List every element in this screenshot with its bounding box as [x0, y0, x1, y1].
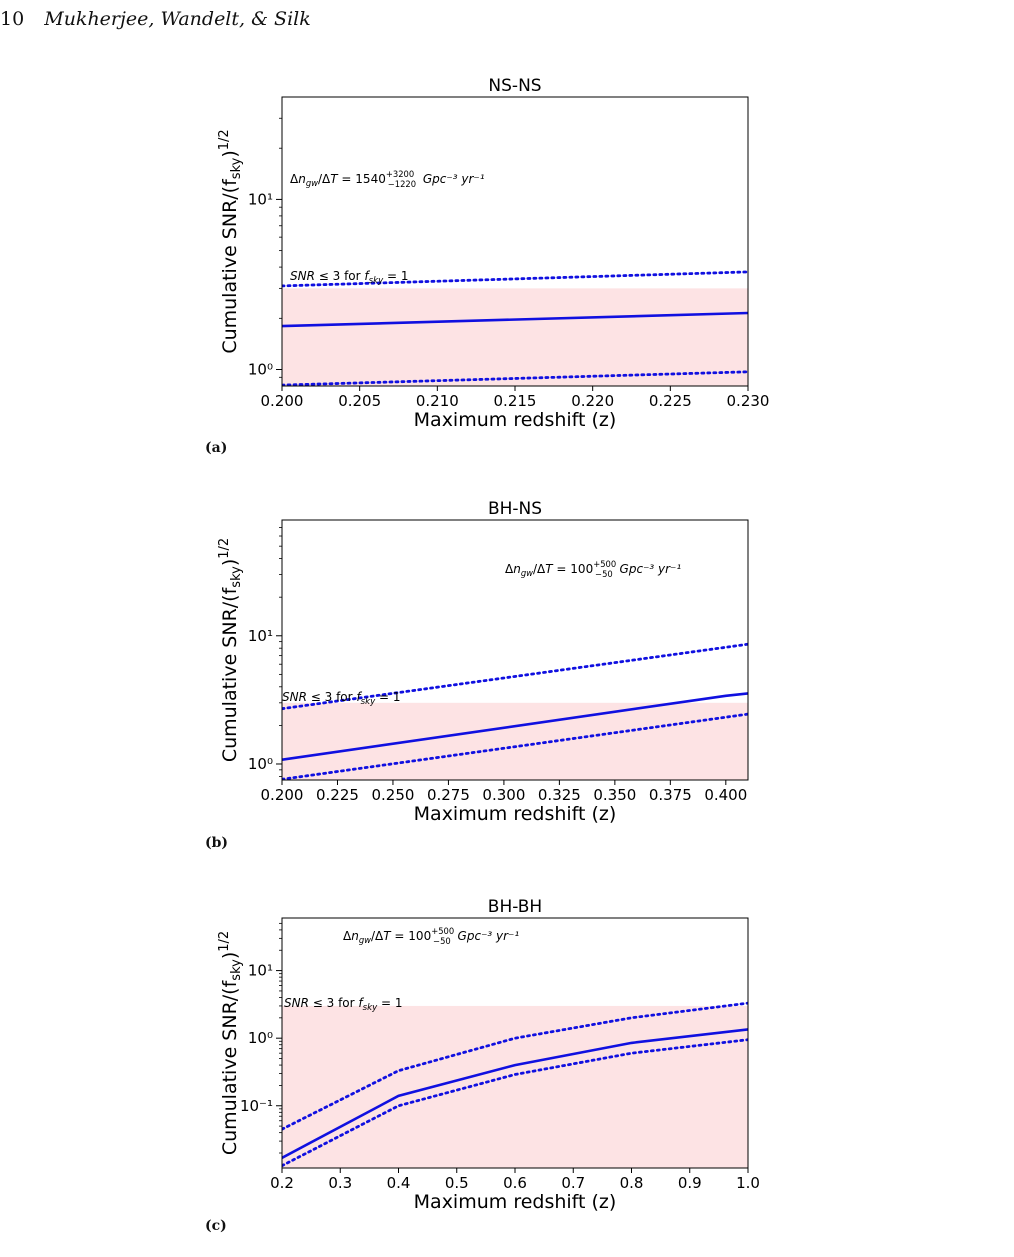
y-tick-label: 10⁰ [248, 361, 273, 379]
x-tick-label: 0.2 [270, 1174, 294, 1192]
x-tick-label: 0.215 [494, 392, 537, 410]
y-axis-label: Cumulative SNR/(fsky)1/2 [217, 931, 244, 1155]
series-bound-dotted-line-2 [282, 370, 748, 386]
running-head: 10 Mukherjee, Wandelt, & Silk [0, 8, 311, 30]
panel-label-b: (b) [205, 835, 229, 851]
series-median-line-0 [282, 1028, 748, 1159]
x-tick-label: 0.275 [427, 786, 470, 804]
shaded-region-snr-le-3 [282, 288, 748, 386]
y-tick-label: 10⁰ [248, 755, 273, 773]
rate-annotation: Δngw/ΔT = 100+500 −50 Gpc⁻³ yr⁻¹ [505, 559, 681, 579]
chart-title: BH-NS [488, 499, 542, 519]
x-tick-label: 0.220 [571, 392, 614, 410]
rate-annotation: Δngw/ΔT = 1540+3200 −1220 Gpc⁻³ yr⁻¹ [290, 169, 485, 189]
panel-label-a: (a) [205, 440, 228, 456]
x-tick-label: 0.325 [538, 786, 581, 804]
x-tick-label: 0.250 [371, 786, 414, 804]
x-tick-label: 0.350 [593, 786, 636, 804]
x-axis-label: Maximum redshift (z) [414, 803, 617, 825]
y-tick-label: 10¹ [248, 190, 273, 208]
x-tick-label: 0.4 [387, 1174, 411, 1192]
snr-threshold-label: SNR ≤ 3 for fsky = 1 [290, 269, 409, 286]
series-bound-dotted-line-2 [282, 1038, 748, 1168]
series-median-line-0 [282, 311, 748, 328]
chart-bh-bh: 0.2 0.3 0.4 0.5 0.6 0.7 0.8 0.9 1.0 10⁻¹ 10⁰ 10¹ BH-… [217, 897, 760, 1213]
x-tick-label: 0.200 [261, 392, 304, 410]
x-tick-label: 0.7 [561, 1174, 585, 1192]
panel-label-c: (c) [205, 1218, 227, 1234]
shaded-region-snr-le-3 [282, 702, 748, 780]
x-tick-label: 0.300 [482, 786, 525, 804]
y-tick-label: 10¹ [248, 627, 273, 645]
rate-annotation: Δngw/ΔT = 100+500 −50 Gpc⁻³ yr⁻¹ [343, 926, 519, 946]
x-axis-label: Maximum redshift (z) [414, 1191, 617, 1213]
x-tick-label: 0.225 [316, 786, 359, 804]
chart-title: BH-BH [488, 897, 542, 917]
plot-frame [281, 519, 749, 781]
x-tick-label: 0.375 [649, 786, 692, 804]
x-tick-label: 0.225 [649, 392, 692, 410]
chart-bh-ns: 0.200 0.225 0.250 0.275 0.300 0.325 0.350 0.375… [217, 499, 749, 825]
series-bound-dotted-line-1 [282, 1001, 748, 1131]
y-tick-label: 10⁰ [248, 1029, 273, 1047]
x-tick-label: 0.230 [727, 392, 770, 410]
x-tick-label: 1.0 [736, 1174, 760, 1192]
y-axis-label: Cumulative SNR/(fsky)1/2 [217, 129, 244, 353]
x-tick-label: 0.9 [678, 1174, 702, 1192]
x-tick-label: 0.210 [416, 392, 459, 410]
series-bound-dotted-line-1 [282, 270, 748, 288]
x-tick-label: 0.5 [445, 1174, 469, 1192]
page-number: 10 [0, 8, 25, 30]
series-median-line-0 [282, 692, 748, 761]
shaded-region-snr-le-3 [282, 1005, 748, 1168]
y-tick-label: 10¹ [248, 962, 273, 980]
x-tick-label: 0.200 [261, 786, 304, 804]
x-axis-label: Maximum redshift (z) [414, 409, 617, 431]
x-tick-label: 0.8 [620, 1174, 644, 1192]
series-bound-dotted-line-2 [282, 712, 748, 780]
chart-title: NS-NS [488, 76, 541, 96]
x-tick-label: 0.3 [328, 1174, 352, 1192]
chart-ns-ns: 0.200 0.205 0.210 0.215 0.220 0.225 0.230 10⁰ 10… [217, 76, 769, 431]
x-tick-label: 0.205 [338, 392, 381, 410]
x-tick-label: 0.400 [704, 786, 747, 804]
snr-threshold-label: SNR ≤ 3 for fsky = 1 [282, 690, 401, 707]
snr-threshold-label: SNR ≤ 3 for fsky = 1 [284, 996, 403, 1013]
series-bound-dotted-line-1 [282, 642, 748, 711]
y-axis-label: Cumulative SNR/(fsky)1/2 [217, 538, 244, 762]
x-tick-label: 0.6 [503, 1174, 527, 1192]
y-tick-label: 10⁻¹ [240, 1097, 273, 1115]
authors: Mukherjee, Wandelt, & Silk [44, 8, 311, 30]
